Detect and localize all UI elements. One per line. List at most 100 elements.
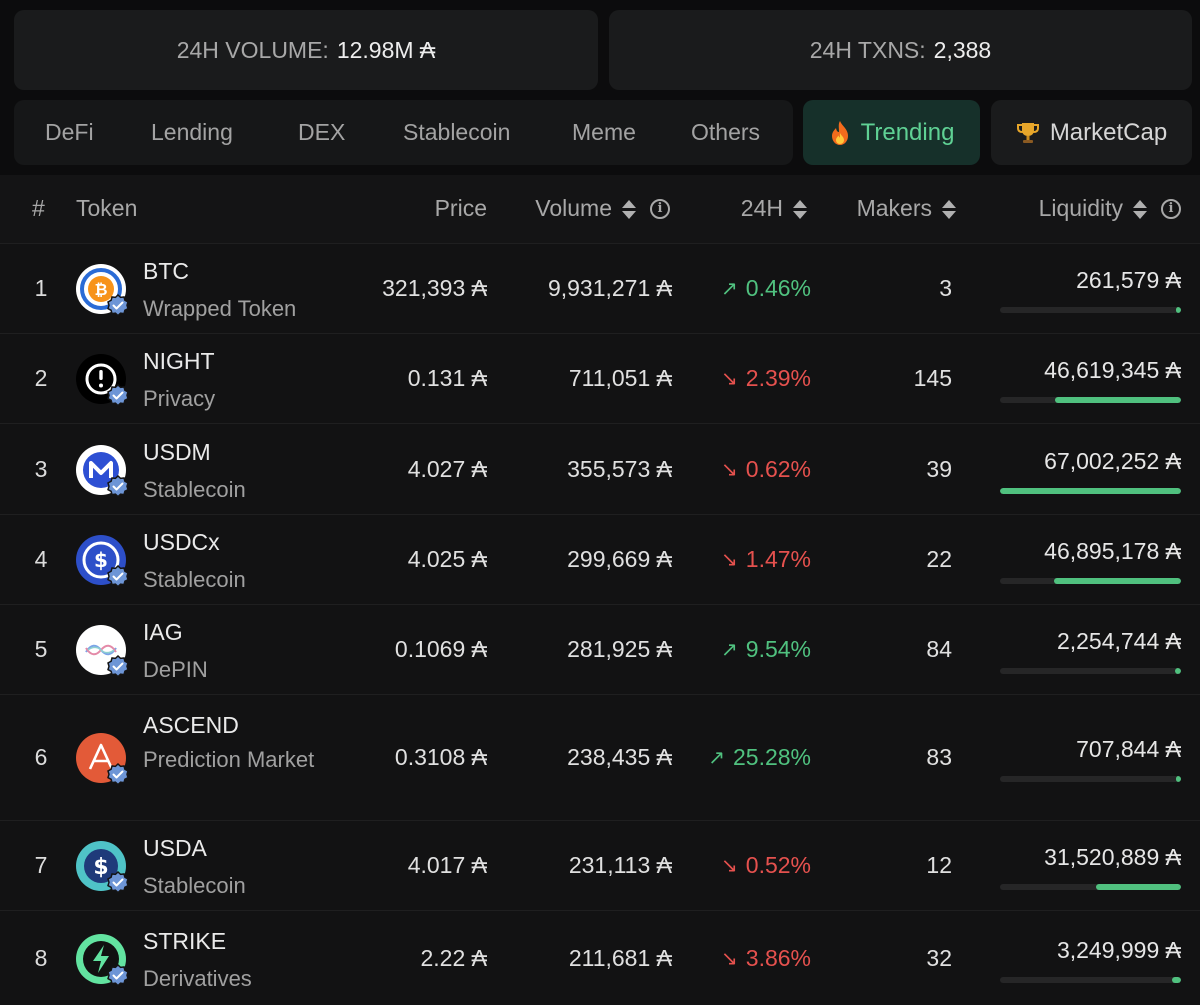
trend-arrow-icon: ↗ xyxy=(708,747,725,769)
liquidity-bar xyxy=(1000,976,1181,983)
table-row[interactable]: 7 $ USDA Stablecoin 4.017 ₳ 231,113 ₳ ↘ 0.52% 12… xyxy=(0,820,1200,910)
liquidity-bar-fill xyxy=(1174,668,1181,674)
verified-badge-icon xyxy=(106,294,130,318)
col-makers-label: Makers xyxy=(856,195,932,221)
tab-dex[interactable]: DEX xyxy=(298,119,346,145)
change-value: 0.62% xyxy=(745,455,811,482)
token-makers: 3 xyxy=(939,275,952,301)
token-makers: 84 xyxy=(926,636,952,662)
change-value: 9.54% xyxy=(745,636,811,662)
rank: 8 xyxy=(34,944,48,971)
col-price: Price xyxy=(434,195,487,221)
token-liquidity: 67,002,252 ₳ xyxy=(1044,447,1181,474)
token-category: Stablecoin xyxy=(143,476,246,502)
txns-label: 24H TXNS: xyxy=(809,36,926,63)
table-row[interactable]: 6 ASCEND Prediction Market 0.3108 ₳ 238,435 … xyxy=(0,694,1200,820)
token-change: ↗ 0.46% xyxy=(721,244,811,333)
table-row[interactable]: 4 $ USDCx Stablecoin 4.025 ₳ 299,669 ₳ ↘ 1.47% 2… xyxy=(0,514,1200,604)
table-row[interactable]: 5 IAG DePIN 0.1069 ₳ 281,925 ₳ ↗ 9.54% 84 2,254,… xyxy=(0,604,1200,694)
table-row[interactable]: 8 STRIKE Derivatives 2.22 ₳ 211,681 ₳ ↘ 3.86% 3… xyxy=(0,910,1200,1005)
rank: 3 xyxy=(34,455,48,482)
btc-icon: ₿ xyxy=(76,264,129,317)
token-volume: 211,681 ₳ xyxy=(568,944,672,971)
token-volume: 231,113 ₳ xyxy=(568,852,672,878)
col-makers[interactable]: Makers xyxy=(857,175,956,242)
token-price: 4.025 ₳ xyxy=(407,546,487,572)
sort-icon[interactable] xyxy=(622,199,636,219)
verified-badge-icon xyxy=(106,655,130,679)
token-volume: 299,669 ₳ xyxy=(567,546,672,572)
sort-icon[interactable] xyxy=(1133,199,1147,219)
table-row[interactable]: 1 ₿ BTC Wrapped Token 321,393 ₳ 9,931,271 ₳ ↗ 0… xyxy=(0,243,1200,333)
usdm-icon xyxy=(76,444,129,498)
col-liquidity-label: Liquidity xyxy=(1038,195,1123,221)
liquidity-bar-fill xyxy=(1054,578,1181,584)
token-volume: 355,573 ₳ xyxy=(567,455,672,482)
info-icon[interactable]: i xyxy=(1161,198,1181,219)
token-name[interactable]: USDM xyxy=(143,438,211,465)
col-liquidity[interactable]: Liquidity i xyxy=(1039,175,1181,242)
tab-meme[interactable]: Meme xyxy=(572,119,636,145)
token-price: 321,393 ₳ xyxy=(382,275,487,301)
token-name[interactable]: BTC xyxy=(143,258,189,284)
col-24h[interactable]: 24H xyxy=(741,175,807,242)
rank: 6 xyxy=(34,744,48,770)
token-makers: 22 xyxy=(926,546,952,572)
tab-defi[interactable]: DeFi xyxy=(45,119,94,145)
verified-badge-icon xyxy=(106,474,130,499)
night-icon xyxy=(76,354,129,407)
table-row[interactable]: 3 USDM Stablecoin 4.027 ₳ 355,573 ₳ ↘ 0.62% 39 6… xyxy=(0,423,1200,514)
tab-marketcap[interactable]: MarketCap xyxy=(991,100,1192,165)
verified-badge-icon xyxy=(106,763,130,787)
tab-others[interactable]: Others xyxy=(691,119,761,145)
token-category: Stablecoin xyxy=(143,873,246,898)
trend-arrow-icon: ↗ xyxy=(721,278,738,300)
token-liquidity: 261,579 ₳ xyxy=(1076,267,1181,293)
col-volume[interactable]: Volume i xyxy=(535,175,670,242)
token-change: ↘ 2.39% xyxy=(721,334,811,423)
token-liquidity: 46,619,345 ₳ xyxy=(1044,357,1181,383)
change-value: 0.52% xyxy=(745,852,811,878)
token-price: 4.027 ₳ xyxy=(407,455,487,482)
token-volume: 238,435 ₳ xyxy=(567,744,672,770)
verified-badge-icon xyxy=(106,565,130,589)
token-name[interactable]: USDA xyxy=(143,835,207,861)
token-name[interactable]: NIGHT xyxy=(143,348,215,374)
verified-badge-icon xyxy=(106,384,130,408)
volume-label: 24H VOLUME: xyxy=(176,36,329,63)
token-name[interactable]: STRIKE xyxy=(143,927,227,954)
token-name[interactable]: ASCEND xyxy=(143,712,239,738)
sort-icon[interactable] xyxy=(942,199,956,219)
token-price: 0.3108 ₳ xyxy=(394,744,487,770)
token-price: 0.1069 ₳ xyxy=(394,636,487,662)
txns-value: 2,388 xyxy=(933,36,992,63)
token-category: Prediction Market xyxy=(143,747,315,772)
token-category: Stablecoin xyxy=(143,567,246,592)
info-icon[interactable]: i xyxy=(650,198,670,219)
table-row[interactable]: 2 NIGHT Privacy 0.131 ₳ 711,051 ₳ ↘ 2.39% 145 46… xyxy=(0,333,1200,423)
trend-arrow-icon: ↘ xyxy=(721,549,738,571)
token-volume: 9,931,271 ₳ xyxy=(547,275,672,301)
token-name[interactable]: IAG xyxy=(143,619,183,645)
tab-lending[interactable]: Lending xyxy=(151,119,233,145)
trend-arrow-icon: ↘ xyxy=(721,855,738,877)
category-tabs: DeFi Lending DEX Stablecoin Meme Others xyxy=(14,100,793,165)
liquidity-bar-fill xyxy=(1175,776,1181,782)
liquidity-bar-fill xyxy=(1095,884,1181,890)
liquidity-bar xyxy=(1000,578,1181,584)
liquidity-bar xyxy=(1000,776,1181,782)
tab-trending[interactable]: Trending xyxy=(803,100,980,165)
tab-stablecoin[interactable]: Stablecoin xyxy=(403,119,511,145)
token-price: 4.017 ₳ xyxy=(407,852,487,878)
rank: 2 xyxy=(34,365,48,391)
token-liquidity: 707,844 ₳ xyxy=(1076,736,1181,762)
sort-icon[interactable] xyxy=(793,199,807,219)
strike-icon xyxy=(76,933,129,987)
token-name[interactable]: USDCx xyxy=(143,529,220,555)
token-price: 2.22 ₳ xyxy=(420,944,488,971)
col-token: Token xyxy=(76,195,138,221)
marketcap-label: MarketCap xyxy=(1049,118,1168,146)
token-liquidity: 31,520,889 ₳ xyxy=(1044,844,1181,870)
svg-text:₿: ₿ xyxy=(94,280,107,299)
token-change: ↘ 0.62% xyxy=(721,424,811,514)
